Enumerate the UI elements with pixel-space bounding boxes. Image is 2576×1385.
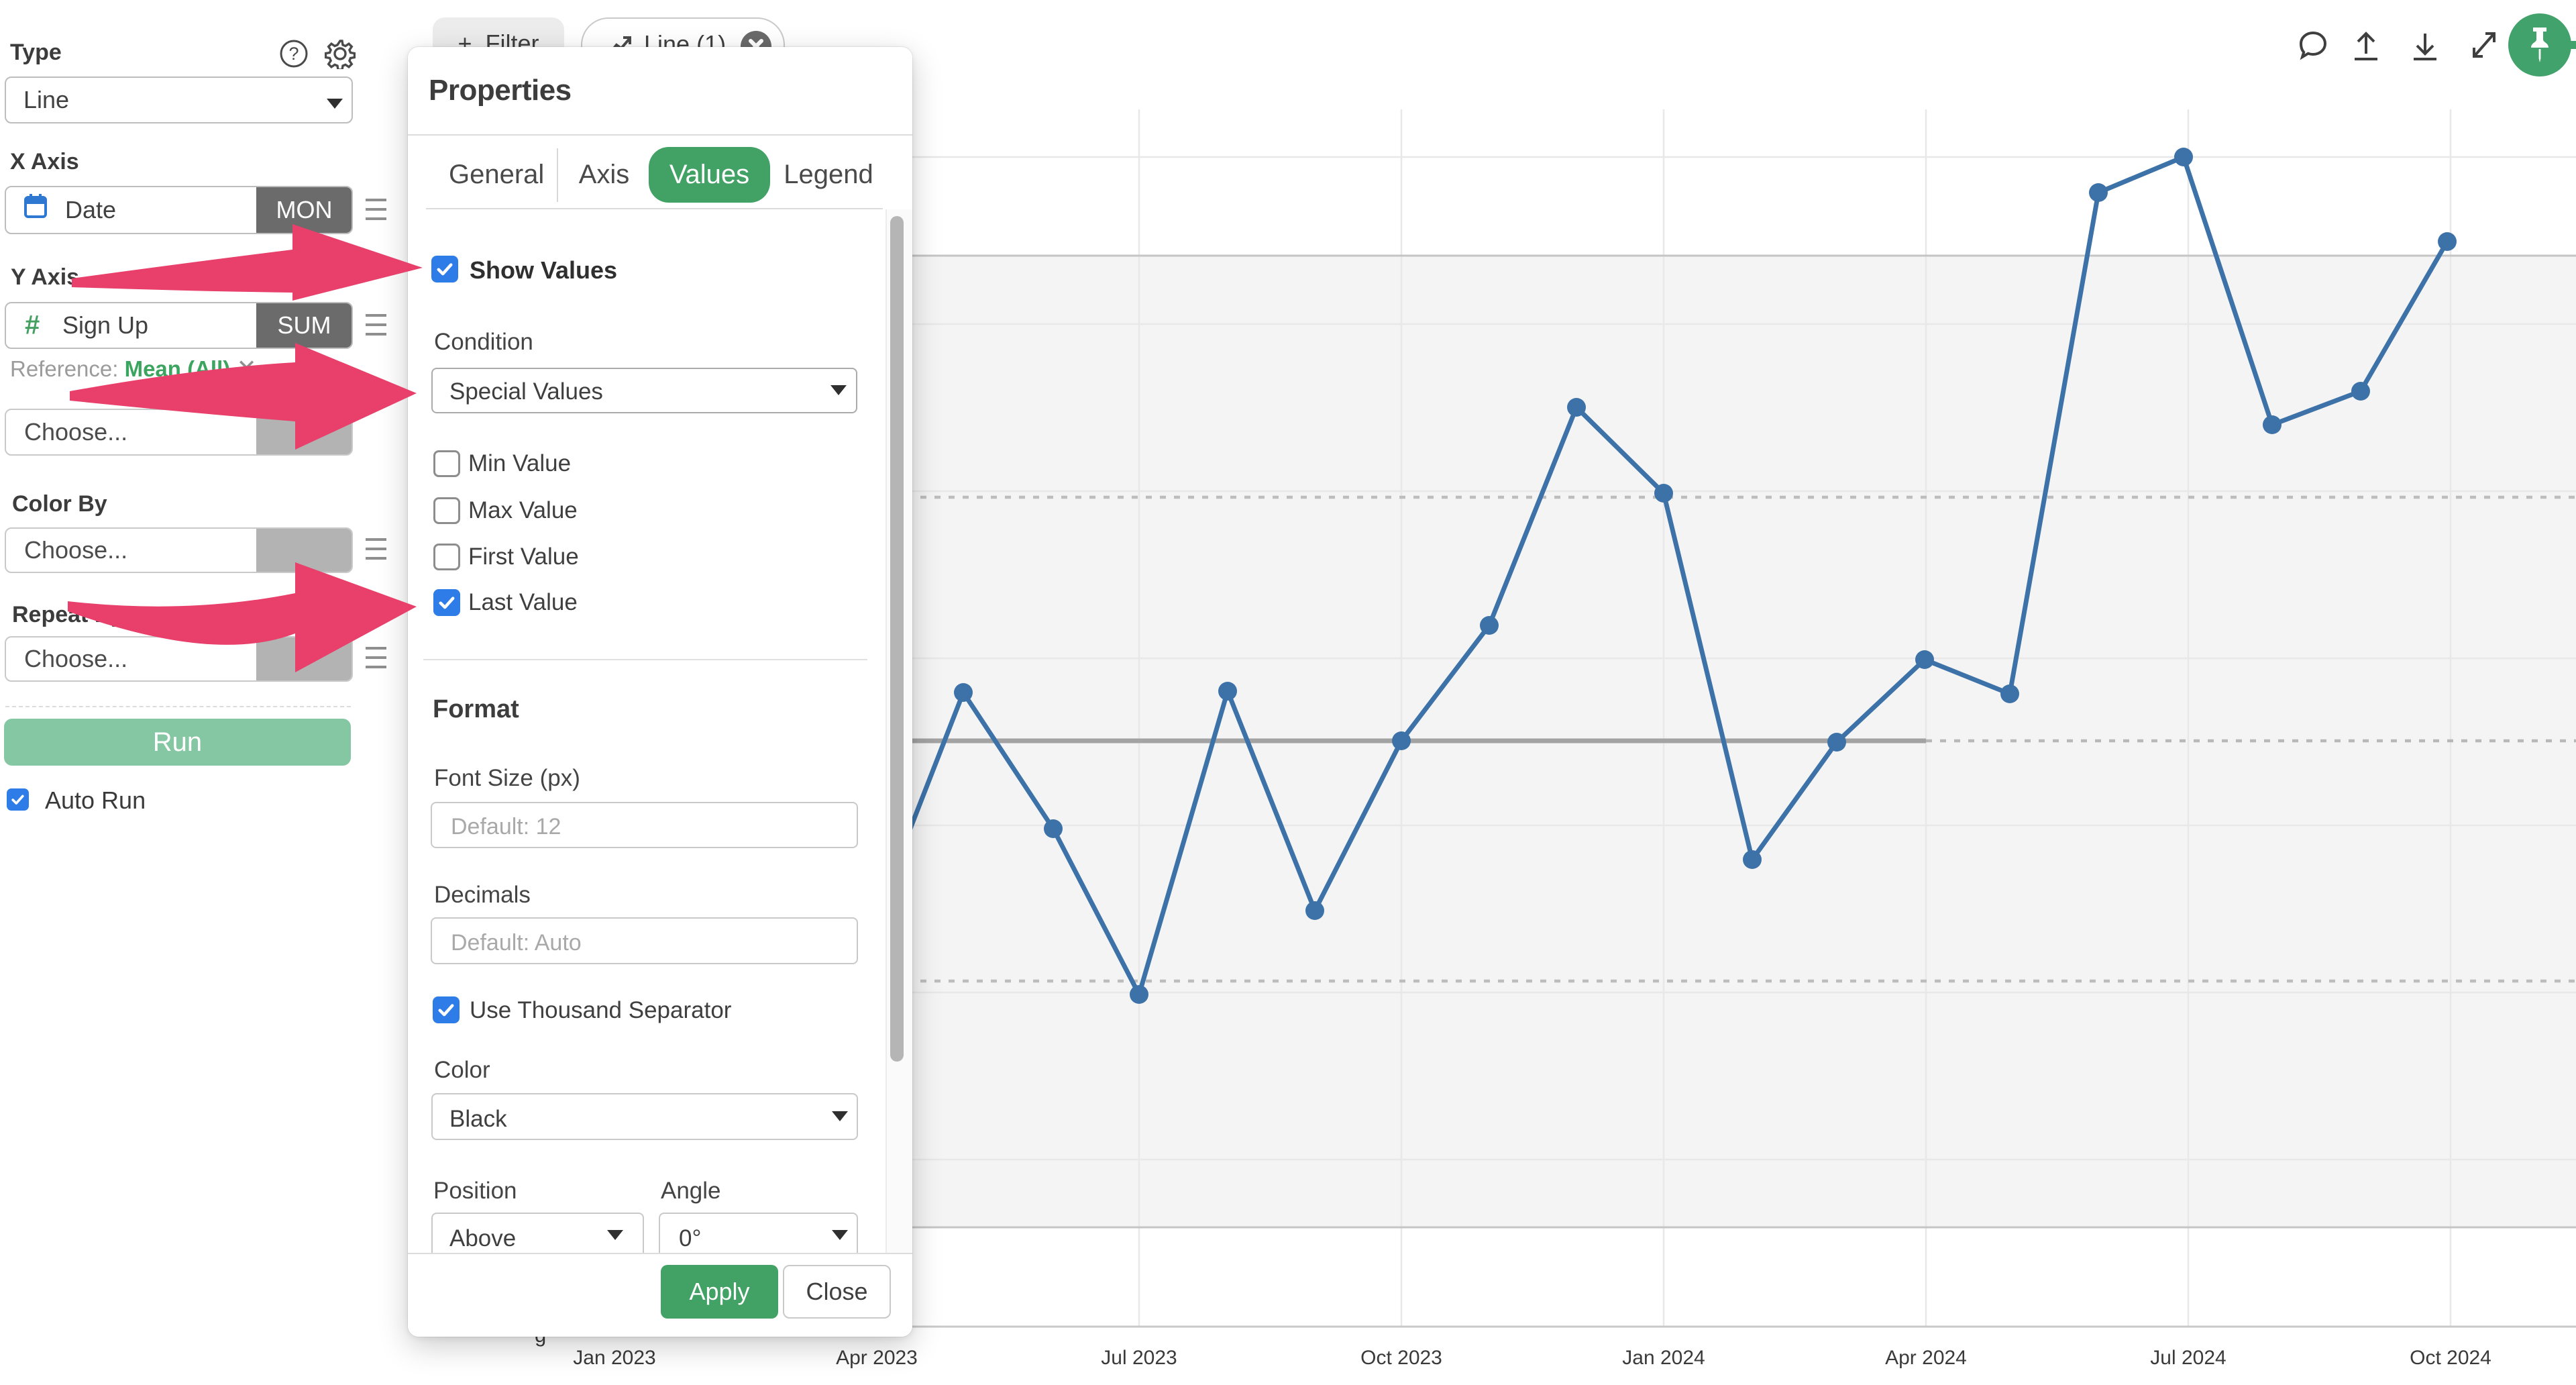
svg-text:Jan 2024: Jan 2024	[1622, 1347, 1705, 1369]
svg-text:Jul 2023: Jul 2023	[1101, 1347, 1177, 1369]
svg-text:Jan 2023: Jan 2023	[573, 1347, 655, 1369]
svg-text:Apr 2023: Apr 2023	[836, 1347, 918, 1369]
svg-text:Apr 2024: Apr 2024	[1885, 1347, 1967, 1369]
svg-text:Oct 2023: Oct 2023	[1360, 1347, 1442, 1369]
svg-text:Jul 2024: Jul 2024	[2150, 1347, 2226, 1369]
svg-text:Oct 2024: Oct 2024	[2410, 1347, 2491, 1369]
